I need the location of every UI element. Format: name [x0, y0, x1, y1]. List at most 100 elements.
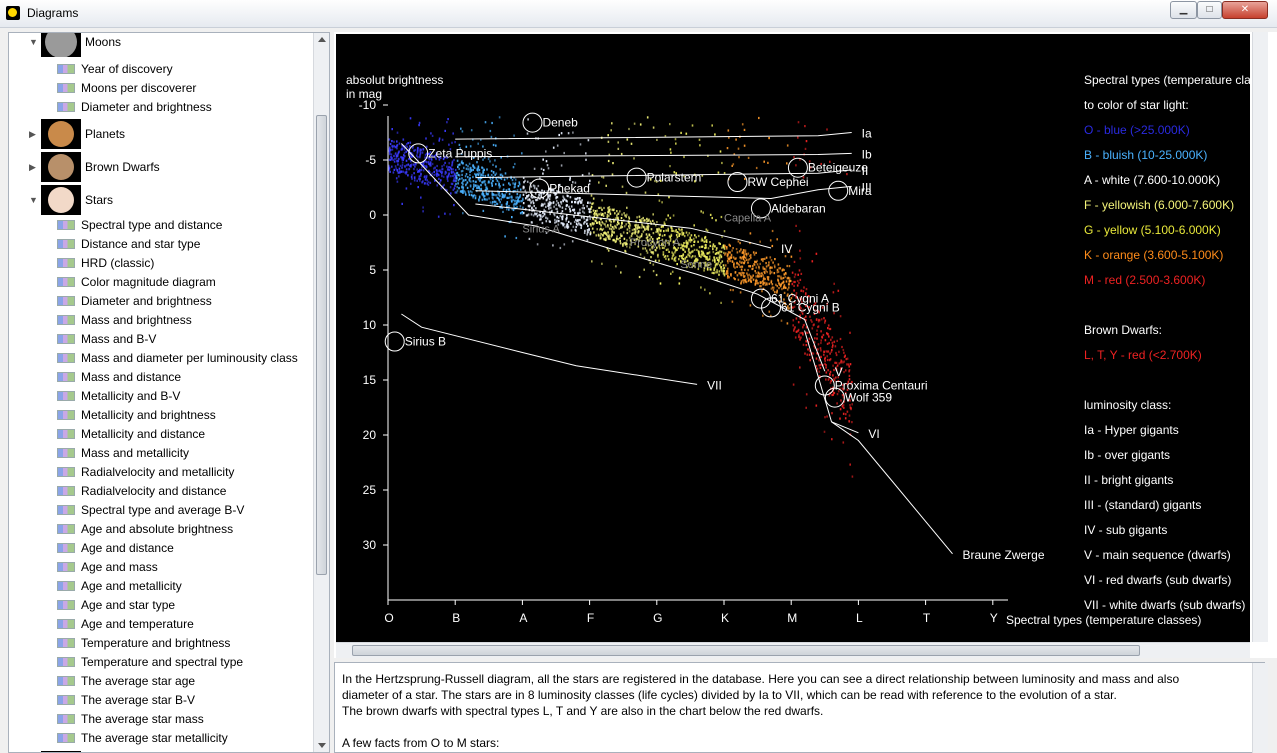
star-dot: [585, 152, 587, 155]
legend-spectral-item: K - orange (3.600-5.100K): [1084, 248, 1223, 262]
star-dot: [444, 212, 446, 215]
expanded-arrow-icon[interactable]: ▼: [29, 195, 38, 205]
star-dot: [660, 179, 662, 182]
star-dot: [416, 152, 419, 155]
star-dot: [489, 160, 491, 163]
star-dot: [691, 250, 693, 253]
chart-hscroll-thumb[interactable]: [352, 645, 1140, 656]
diagram-item-icon: [57, 638, 75, 648]
tree-scrollbar[interactable]: [313, 33, 329, 752]
star-dot: [827, 324, 830, 327]
star-dot: [470, 129, 473, 132]
star-dot: [541, 202, 543, 206]
star-dot: [842, 441, 845, 444]
tree-scroll-thumb[interactable]: [316, 115, 327, 575]
star-dot: [844, 417, 847, 420]
star-dot: [490, 135, 493, 138]
star-dot: [598, 213, 600, 216]
description-scrollbar[interactable]: [1252, 663, 1268, 753]
chart-horizontal-scrollbar[interactable]: [336, 642, 1250, 658]
star-dot: [423, 165, 426, 168]
star-dot: [664, 244, 666, 248]
scroll-down-arrow-icon[interactable]: [318, 743, 326, 748]
star-dot: [788, 250, 791, 254]
minimize-button[interactable]: ▁: [1170, 1, 1197, 19]
star-dot: [539, 218, 541, 221]
star-dot: [409, 164, 412, 167]
star-dot: [444, 129, 446, 132]
star-dot: [498, 184, 500, 187]
star-dot: [732, 247, 734, 250]
star-dot: [401, 202, 403, 205]
close-button[interactable]: ✕: [1222, 1, 1268, 19]
star-dot: [847, 363, 850, 366]
star-dot: [441, 175, 443, 178]
star-dot: [440, 170, 442, 173]
diagram-tree[interactable]: ▼ Moons Year of discovery Moons per discove…: [8, 32, 330, 753]
star-dot: [503, 188, 505, 191]
star-dot: [805, 340, 807, 343]
diagram-item-icon: [57, 83, 75, 93]
star-dot: [565, 204, 568, 207]
star-dot: [417, 170, 419, 173]
star-dot: [409, 145, 411, 148]
legend-luminosity-title: luminosity class:: [1084, 398, 1171, 412]
legend-title: Spectral types (temperature cla: [1084, 73, 1250, 87]
star-dot: [770, 259, 773, 262]
star-dot: [828, 341, 830, 345]
star-dot: [411, 174, 413, 177]
star-dot: [452, 171, 455, 174]
star-dot: [586, 205, 588, 208]
star-dot: [804, 352, 806, 355]
collapsed-arrow-icon[interactable]: ▶: [29, 129, 36, 139]
star-dot: [741, 271, 743, 274]
scroll-up-arrow-icon[interactable]: [318, 37, 326, 42]
star-dot: [589, 208, 591, 211]
maximize-button[interactable]: □: [1197, 1, 1222, 19]
y-tick-label: 20: [363, 428, 377, 442]
star-dot: [747, 274, 749, 277]
star-dot: [501, 206, 504, 209]
chart-vertical-scrollbar[interactable]: [1252, 32, 1268, 642]
star-dot: [435, 173, 438, 176]
star-dot: [535, 207, 537, 210]
star-dot: [574, 211, 576, 214]
star-dot: [640, 226, 643, 229]
star-dot: [577, 202, 579, 205]
star-dot: [842, 388, 845, 391]
star-dot: [849, 394, 851, 397]
star-dot: [515, 196, 517, 199]
star-dot: [565, 217, 567, 221]
star-dot: [654, 179, 656, 183]
star-dot: [740, 274, 742, 277]
star-dot: [579, 200, 582, 203]
star-dot: [773, 264, 776, 267]
star-dot: [837, 390, 840, 393]
star-dot: [556, 190, 558, 193]
star-dot: [755, 278, 758, 281]
star-dot: [590, 207, 592, 210]
star-dot: [575, 198, 577, 201]
star-dot: [658, 259, 660, 262]
star-dot: [831, 341, 834, 344]
star-dot: [849, 399, 851, 402]
star-dot: [816, 337, 818, 340]
star-dot: [410, 175, 413, 179]
star-dot: [405, 171, 408, 174]
star-dot: [612, 239, 614, 242]
star-dot: [572, 209, 575, 212]
star-dot: [476, 161, 478, 164]
expanded-arrow-icon[interactable]: ▼: [29, 37, 38, 47]
star-dot: [617, 147, 620, 150]
star-dot: [654, 248, 657, 252]
star-dot: [618, 222, 620, 225]
star-dot: [634, 229, 637, 232]
star-dot: [504, 172, 507, 175]
star-dot: [646, 236, 649, 239]
star-dot: [795, 295, 797, 298]
star-dot: [621, 185, 624, 188]
star-dot: [502, 183, 505, 186]
star-dot: [488, 181, 490, 184]
star-dot: [762, 267, 764, 270]
collapsed-arrow-icon[interactable]: ▶: [29, 162, 36, 172]
